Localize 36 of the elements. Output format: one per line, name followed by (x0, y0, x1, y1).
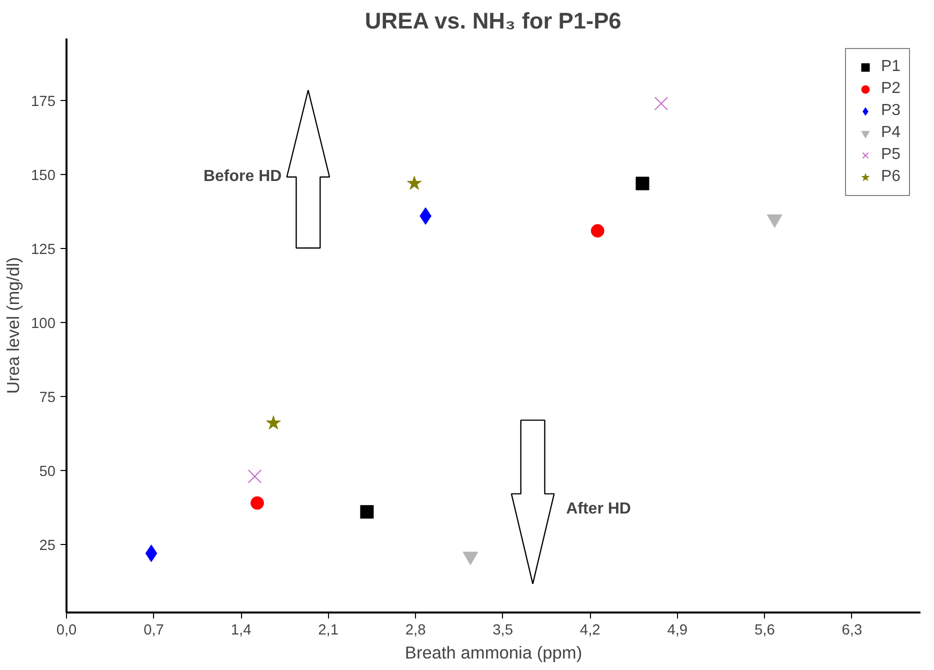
point (250, 496, 264, 510)
y-tick-label: 75 (39, 390, 56, 406)
x-tick-label: 1,4 (230, 622, 252, 638)
point (654, 96, 668, 110)
x-tick-label: 2,1 (318, 622, 338, 638)
point (406, 176, 422, 190)
y-tick-label: 150 (31, 168, 56, 184)
x-tick-label: 0,7 (144, 622, 164, 638)
x-tick-label: 3,5 (492, 622, 514, 638)
y-tick-label: 125 (31, 242, 56, 258)
y-tick-label: 25 (39, 538, 56, 554)
point (590, 224, 604, 238)
legend-label: P4 (881, 124, 901, 142)
x-tick-label: 0,0 (56, 622, 77, 638)
legend-label: P6 (881, 168, 901, 186)
legend-label: P3 (881, 102, 901, 120)
annotation: Before HD (203, 168, 282, 185)
x-tick-label: 4,9 (667, 622, 688, 638)
x-tick-label: 6,3 (842, 622, 862, 638)
point (636, 176, 650, 190)
point (360, 505, 374, 519)
annotation: After HD (566, 500, 631, 518)
x-tick-label: 5,6 (754, 622, 775, 638)
x-tick-label: 4,2 (580, 622, 600, 638)
legend-label: P2 (881, 80, 901, 98)
legend-label: P5 (881, 146, 901, 164)
y-axis-title: Urea level (mg/dl) (3, 257, 24, 394)
y-tick-label: 100 (31, 316, 56, 332)
point (266, 415, 281, 430)
x-axis-title: Breath ammonia (ppm) (404, 642, 582, 662)
point (248, 470, 262, 484)
legend-label: P1 (881, 58, 901, 76)
y-tick-label: 175 (31, 94, 56, 110)
x-tick-label: 2,8 (405, 622, 426, 638)
chart-title: UREA vs. NH₃ for P1-P6 (364, 8, 622, 34)
y-tick-label: 50 (39, 464, 56, 480)
